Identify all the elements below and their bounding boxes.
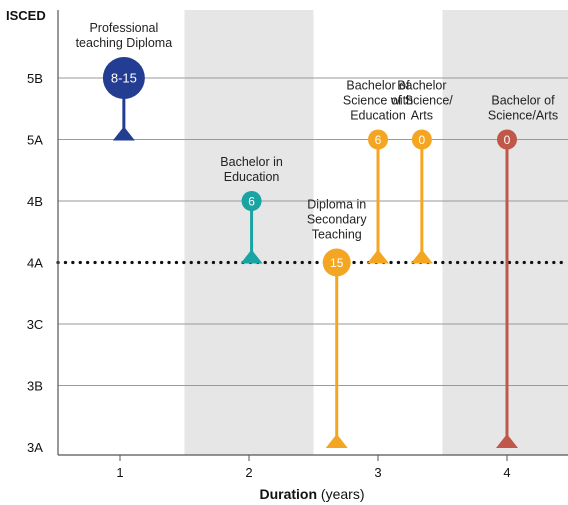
- x-tick-label: 4: [503, 465, 510, 480]
- shaded-band-2: [442, 10, 568, 455]
- series-start-marker: [240, 249, 263, 264]
- series-badge: [102, 57, 145, 99]
- series-badge: [497, 129, 517, 150]
- series-badge: [241, 191, 262, 211]
- series-label-line: Bachelor of: [491, 94, 555, 108]
- y-tick-label: 5A: [27, 133, 43, 148]
- series-start-marker: [496, 434, 518, 448]
- x-axis-title: Duration (years): [259, 486, 364, 502]
- x-axis-title-units: (years): [317, 486, 364, 502]
- series-start-marker: [410, 249, 433, 264]
- series-label-line: teaching Diploma: [76, 36, 173, 50]
- x-tick-label: 2: [245, 465, 252, 480]
- x-tick-label: 1: [116, 465, 123, 480]
- x-axis-title-bold: Duration: [259, 486, 317, 502]
- y-tick-label: 4B: [27, 194, 43, 209]
- series-label-line: Professional: [89, 21, 158, 35]
- series-badge-value: 0: [504, 133, 511, 147]
- y-tick-label: 3A: [27, 440, 43, 455]
- series-badge: [368, 129, 388, 150]
- y-tick-label: 5B: [27, 71, 43, 86]
- series-label-line: Bachelor of: [346, 79, 410, 93]
- series-label-line: Bachelor: [397, 79, 446, 93]
- series-label-line: Bachelor in: [220, 155, 283, 169]
- shaded-band-1: [184, 10, 314, 455]
- series-label-line: Diploma in: [307, 198, 366, 212]
- series-start-marker: [367, 249, 389, 264]
- series-label-line: Arts: [411, 109, 433, 123]
- series-badge-value: 8-15: [111, 71, 137, 86]
- series-label-line: Science/Arts: [488, 109, 558, 123]
- series-badge-value: 0: [419, 133, 426, 147]
- y-tick-label: 3B: [27, 379, 43, 394]
- shaded-bands: [184, 10, 568, 455]
- series-badge: [322, 248, 351, 277]
- series-badge-value: 6: [248, 194, 255, 208]
- series-label-line: Teaching: [312, 228, 362, 242]
- axes: 3A 3B 3C 4A 4B 5A 5B 1 2 3 4: [27, 10, 568, 480]
- series-start-marker: [112, 126, 135, 141]
- series-label-line: Secondary: [307, 213, 368, 227]
- series-badge: [411, 129, 432, 150]
- series-label-line: Education: [224, 170, 280, 184]
- series-label-line: of Science/: [391, 94, 453, 108]
- y-axis-title: ISCED: [6, 8, 46, 23]
- series-start-marker: [325, 434, 348, 448]
- series-badge-value: 15: [330, 256, 344, 270]
- series-badge-value: 6: [375, 133, 382, 147]
- x-tick-label: 3: [374, 465, 381, 480]
- y-tick-label: 3C: [27, 317, 44, 332]
- series-label-line: Science with: [343, 94, 413, 108]
- y-tick-label: 4A: [27, 256, 43, 271]
- series-label-line: Education: [350, 109, 406, 123]
